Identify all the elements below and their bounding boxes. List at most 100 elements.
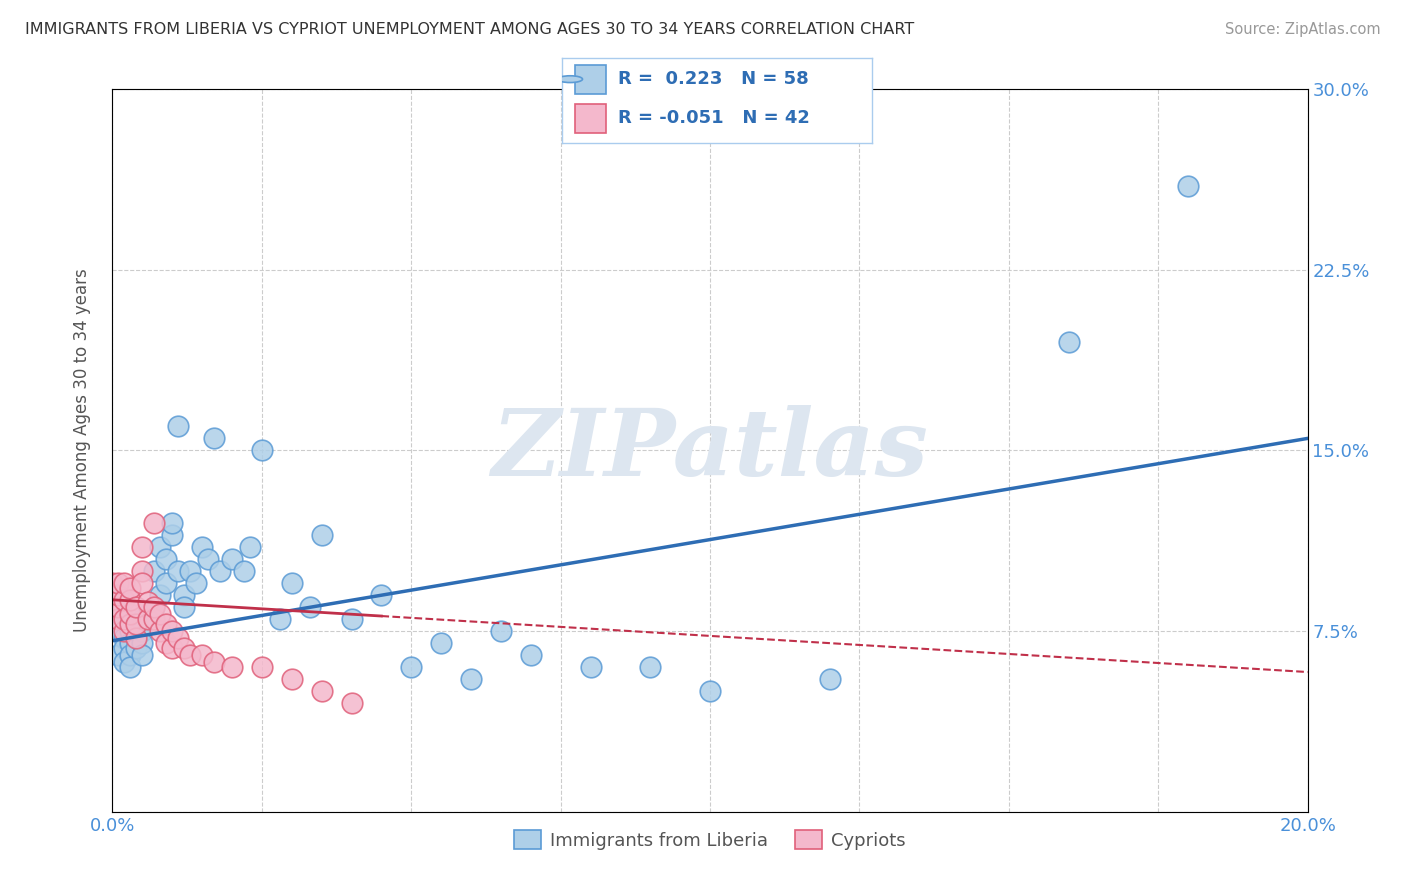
Legend: Immigrants from Liberia, Cypriots: Immigrants from Liberia, Cypriots	[506, 823, 914, 857]
Point	[155, 576, 177, 591]
Point	[401, 660, 423, 674]
Point	[250, 660, 273, 674]
FancyBboxPatch shape	[575, 103, 606, 133]
Point	[138, 595, 160, 609]
Point	[131, 648, 153, 662]
Point	[579, 660, 602, 674]
Point	[149, 588, 172, 602]
Point	[125, 632, 148, 646]
Y-axis label: Unemployment Among Ages 30 to 34 years: Unemployment Among Ages 30 to 34 years	[73, 268, 91, 632]
Point	[281, 673, 304, 687]
Point	[155, 636, 177, 650]
Point	[250, 443, 273, 458]
Point	[143, 599, 166, 614]
Circle shape	[558, 76, 582, 83]
Point	[167, 564, 190, 578]
Point	[818, 673, 841, 687]
Point	[460, 673, 482, 687]
Point	[120, 624, 142, 639]
Point	[239, 540, 262, 554]
Point	[179, 648, 201, 662]
Point	[125, 640, 148, 655]
Point	[143, 564, 166, 578]
Point	[107, 599, 129, 614]
Point	[489, 624, 512, 639]
Point	[120, 660, 142, 674]
Point	[114, 612, 135, 626]
Point	[155, 616, 177, 631]
Point	[281, 576, 304, 591]
Point	[269, 612, 291, 626]
Point	[173, 599, 195, 614]
Point	[162, 527, 183, 541]
Point	[131, 540, 153, 554]
Point	[125, 599, 148, 614]
Point	[120, 607, 142, 622]
Point	[138, 612, 160, 626]
Point	[233, 564, 256, 578]
Point	[149, 607, 172, 622]
Point	[162, 516, 183, 530]
Point	[131, 624, 153, 639]
Point	[114, 592, 135, 607]
Point	[114, 632, 135, 646]
Text: ZIPatlas: ZIPatlas	[492, 406, 928, 495]
Point	[179, 564, 201, 578]
Point	[430, 636, 453, 650]
Point	[107, 648, 129, 662]
Point	[149, 540, 172, 554]
Point	[149, 624, 172, 639]
Point	[209, 564, 232, 578]
Point	[114, 576, 135, 591]
Point	[107, 624, 129, 639]
Point	[311, 527, 333, 541]
Point	[131, 636, 153, 650]
Point	[1057, 334, 1080, 349]
Point	[120, 636, 142, 650]
Point	[162, 640, 183, 655]
Point	[143, 516, 166, 530]
Point	[120, 581, 142, 595]
Point	[101, 576, 124, 591]
Point	[699, 684, 721, 698]
Point	[640, 660, 662, 674]
Point	[125, 616, 148, 631]
Text: R = -0.051   N = 42: R = -0.051 N = 42	[619, 109, 810, 128]
Text: R =  0.223   N = 58: R = 0.223 N = 58	[619, 70, 808, 88]
Point	[173, 588, 195, 602]
Point	[197, 551, 219, 566]
Point	[138, 607, 160, 622]
Point	[120, 616, 142, 631]
Point	[143, 599, 166, 614]
Point	[191, 540, 214, 554]
Point	[114, 640, 135, 655]
Point	[114, 624, 135, 639]
Point	[120, 648, 142, 662]
Point	[202, 656, 225, 670]
Point	[120, 592, 142, 607]
Point	[221, 660, 243, 674]
Point	[167, 632, 190, 646]
Point	[125, 632, 148, 646]
Point	[107, 576, 129, 591]
Point	[173, 640, 195, 655]
Point	[125, 616, 148, 631]
Point	[202, 431, 225, 445]
Point	[340, 612, 363, 626]
Point	[131, 576, 153, 591]
Text: Source: ZipAtlas.com: Source: ZipAtlas.com	[1225, 22, 1381, 37]
Point	[370, 588, 392, 602]
Point	[143, 612, 166, 626]
Point	[162, 624, 183, 639]
Point	[186, 576, 208, 591]
Point	[221, 551, 243, 566]
Point	[520, 648, 543, 662]
Point	[107, 612, 129, 626]
Point	[101, 588, 124, 602]
Point	[107, 588, 129, 602]
Point	[155, 551, 177, 566]
Point	[1177, 178, 1199, 193]
FancyBboxPatch shape	[575, 65, 606, 94]
Point	[298, 599, 321, 614]
Point	[131, 612, 153, 626]
